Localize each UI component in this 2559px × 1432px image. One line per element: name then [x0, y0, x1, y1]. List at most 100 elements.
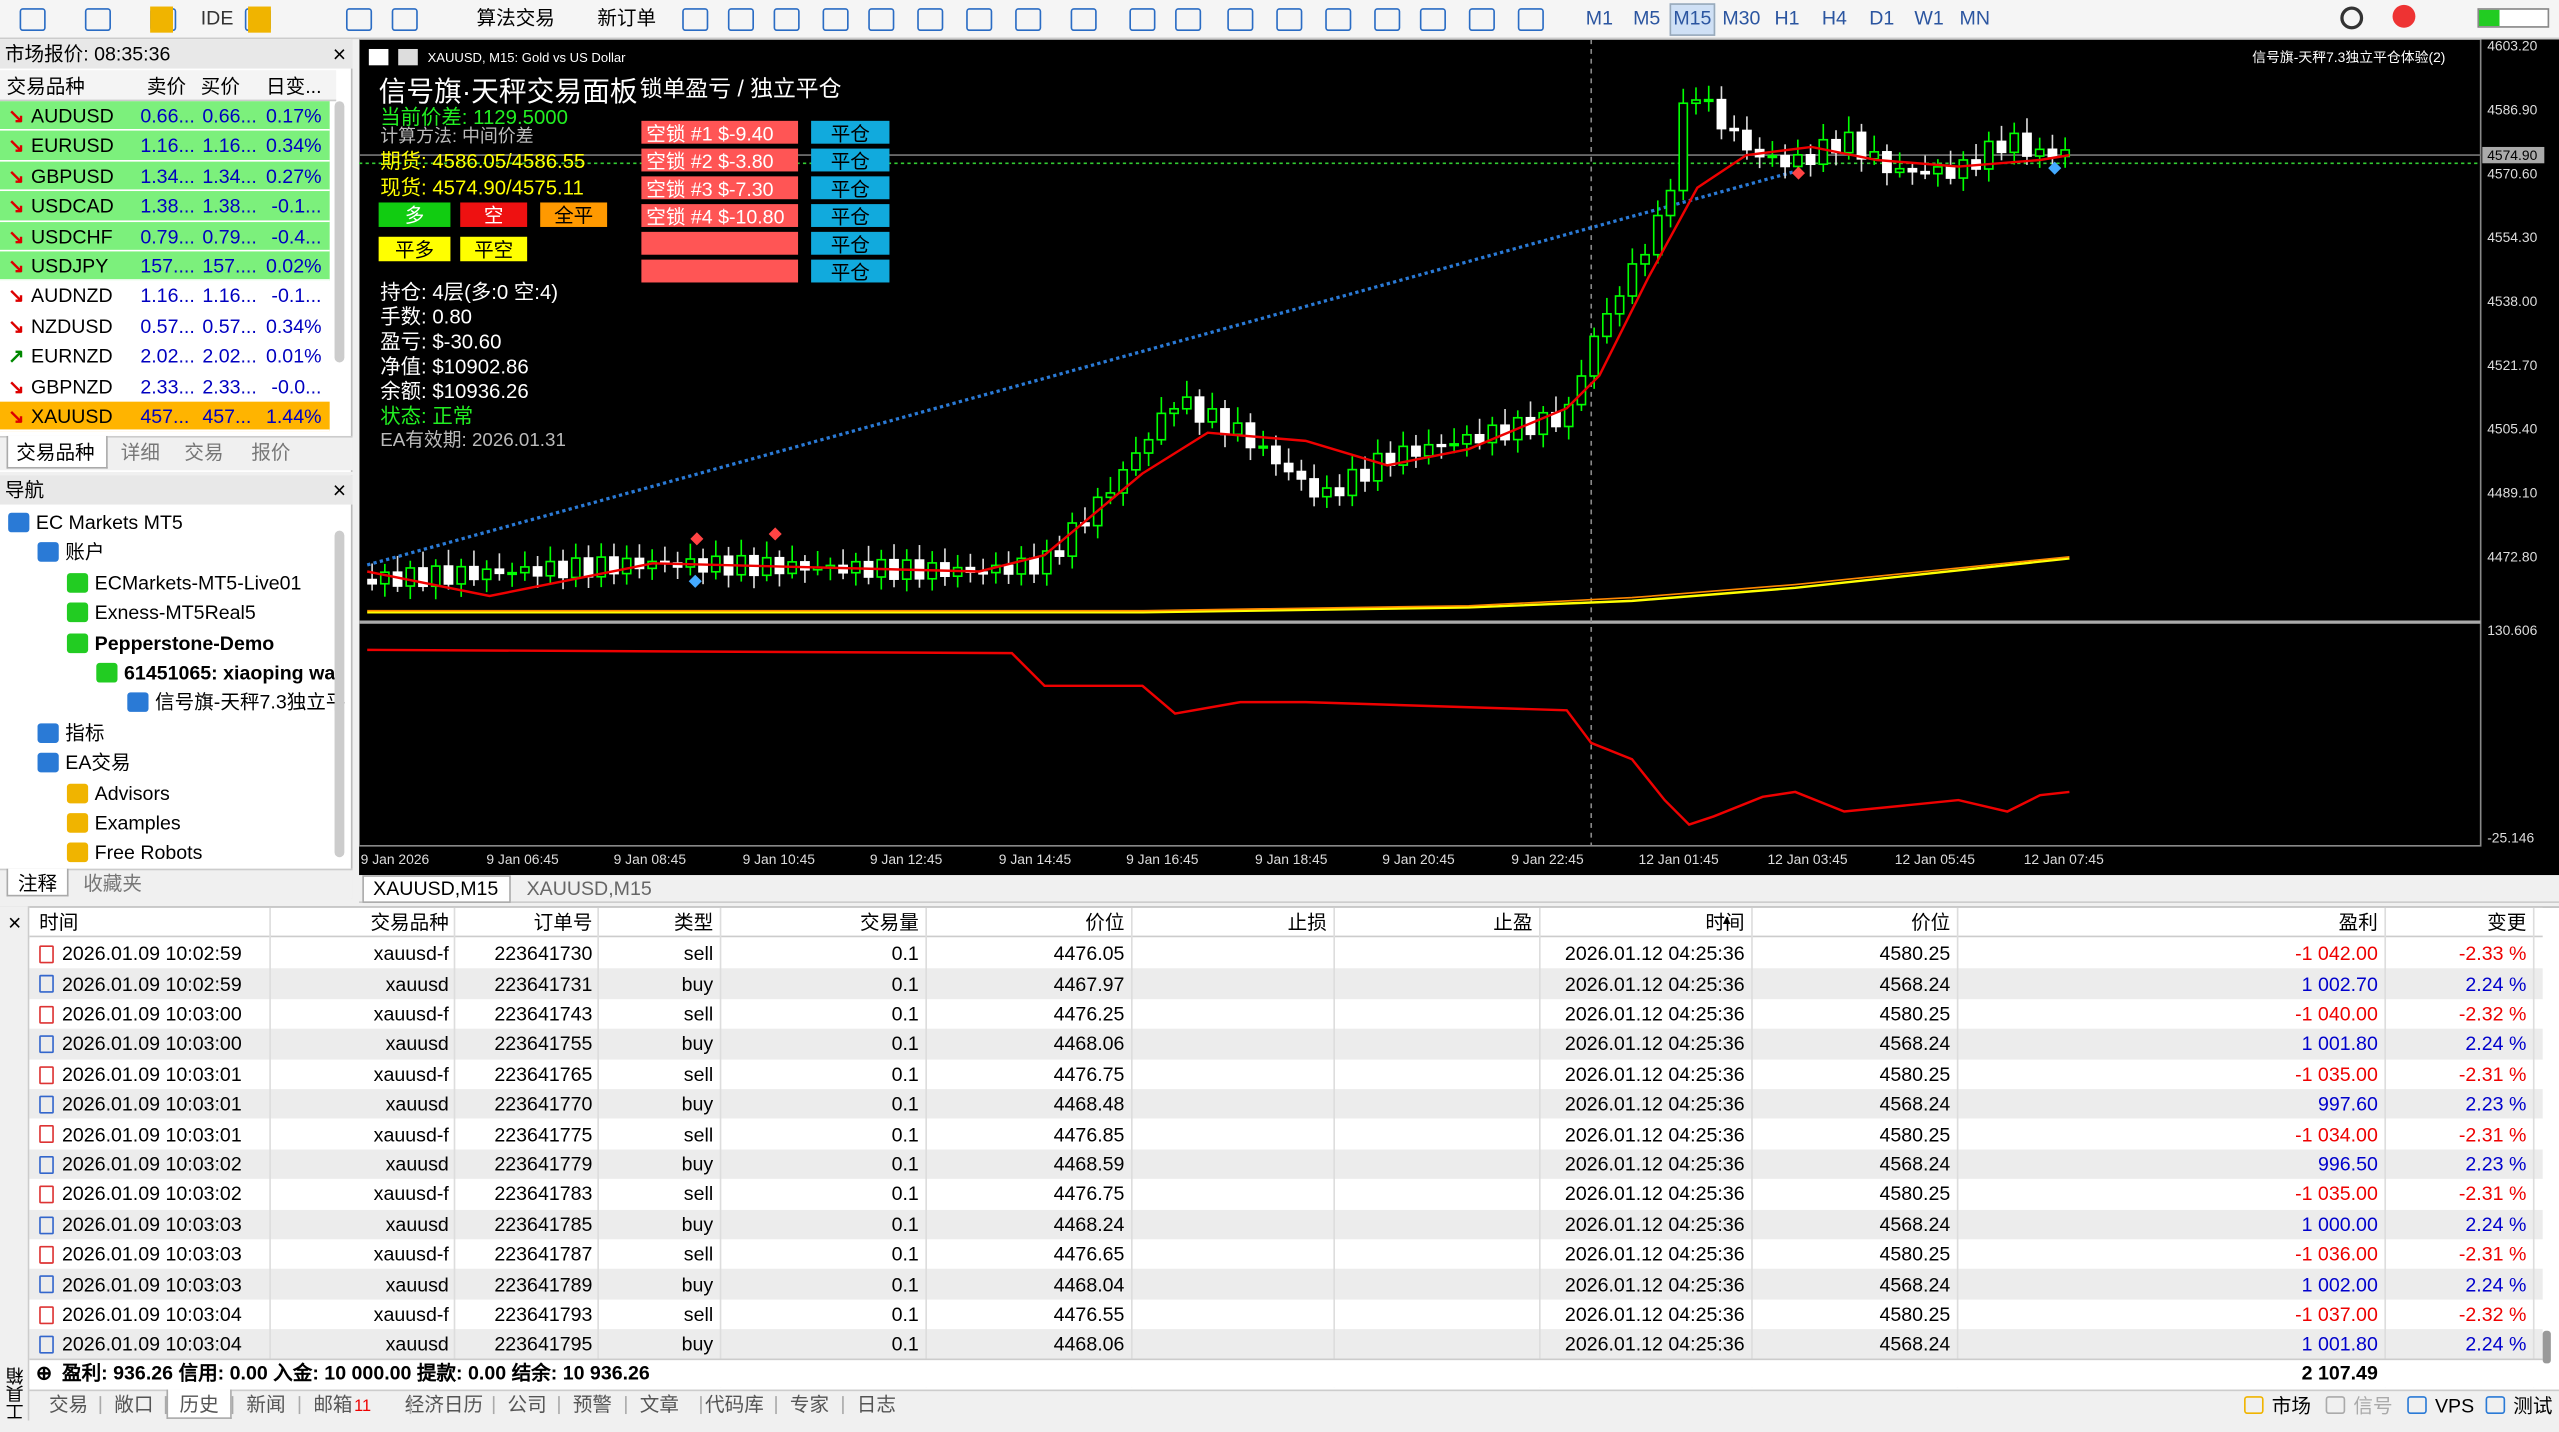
panel-button-label[interactable]: 平多	[395, 239, 434, 261]
timeframe-button[interactable]: H1	[1774, 6, 1800, 30]
status-item[interactable]: VPS	[2434, 1394, 2475, 1418]
bottom-tab[interactable]: 敞口	[114, 1392, 154, 1416]
quote-row[interactable]	[0, 341, 330, 372]
tree-item[interactable]: Advisors	[94, 781, 170, 805]
table-row[interactable]	[29, 1059, 2543, 1090]
quote-row[interactable]	[0, 311, 330, 342]
close-button[interactable]	[811, 176, 890, 200]
close-button[interactable]	[811, 231, 890, 255]
tool-icon[interactable]	[19, 8, 46, 32]
tool-icon[interactable]	[868, 8, 895, 32]
new-order-button[interactable]: 新订单	[597, 6, 657, 30]
table-row[interactable]	[29, 1089, 2543, 1120]
tree-item[interactable]: 61451065: xiaoping wa	[124, 661, 336, 685]
tree-item[interactable]: Free Robots	[94, 841, 203, 865]
table-row[interactable]	[29, 1239, 2543, 1270]
tree-item[interactable]: Pepperstone-Demo	[94, 631, 275, 655]
panel-button-label[interactable]: 全平	[554, 205, 593, 227]
close-button[interactable]	[811, 148, 890, 172]
close-button-label[interactable]: 平仓	[831, 234, 870, 256]
tree-item[interactable]: 信号旗-天秤7.3独立平	[155, 691, 346, 715]
tool-icon[interactable]	[1468, 8, 1495, 32]
panel-button[interactable]	[378, 202, 451, 227]
panel-button-label[interactable]: 多	[405, 205, 425, 227]
tab[interactable]: 收藏夹	[83, 871, 142, 895]
table-row[interactable]	[29, 1179, 2543, 1210]
search-icon[interactable]	[2340, 6, 2364, 30]
panel-button-label[interactable]: 空	[484, 205, 504, 227]
tool-icon[interactable]	[1419, 8, 1446, 32]
timeframe-button[interactable]: H4	[1821, 6, 1847, 30]
close-button[interactable]	[811, 259, 890, 283]
tool-icon[interactable]	[682, 8, 709, 32]
tool-icon[interactable]	[1325, 8, 1352, 32]
quote-row[interactable]	[0, 401, 330, 432]
table-row[interactable]	[29, 1149, 2543, 1180]
tree-item[interactable]: Examples	[94, 811, 181, 835]
panel-button[interactable]	[378, 236, 451, 262]
tool-icon[interactable]	[1070, 8, 1097, 32]
table-row[interactable]	[29, 1209, 2543, 1240]
table-row[interactable]	[29, 1299, 2543, 1330]
tab[interactable]: 交易品种	[16, 440, 95, 464]
panel-button-label[interactable]: 平空	[474, 239, 513, 261]
close-button-label[interactable]: 平仓	[831, 207, 870, 229]
bottom-tab[interactable]: 历史	[179, 1392, 219, 1416]
tree-item[interactable]: EC Markets MT5	[35, 511, 183, 534]
close-button[interactable]	[811, 120, 890, 144]
table-row[interactable]	[29, 1119, 2543, 1150]
tool-icon[interactable]	[1517, 8, 1544, 32]
quote-row[interactable]	[0, 191, 330, 222]
bottom-tab[interactable]: 代码库	[705, 1392, 764, 1416]
tab[interactable]: 注释	[17, 871, 58, 895]
bottom-tab[interactable]: 新闻	[246, 1392, 286, 1416]
tool-icon[interactable]	[966, 8, 993, 32]
tool-icon[interactable]	[1175, 8, 1202, 32]
quote-row[interactable]	[0, 221, 330, 252]
quote-row[interactable]	[0, 251, 330, 282]
bottom-tab[interactable]: 交易	[48, 1392, 89, 1416]
timeframe-button[interactable]: M15	[1673, 6, 1712, 30]
bottom-tab[interactable]: 经济日历	[404, 1392, 484, 1416]
timeframe-button[interactable]: MN	[1959, 6, 1990, 30]
panel-button[interactable]	[460, 202, 528, 227]
tab[interactable]: 详细	[120, 440, 160, 464]
bottom-tab[interactable]: 公司	[507, 1392, 547, 1416]
status-item[interactable]: 市场	[2271, 1394, 2311, 1418]
tool-icon[interactable]	[822, 8, 849, 32]
close-button-label[interactable]: 平仓	[831, 262, 870, 284]
tool-icon[interactable]	[1276, 8, 1303, 32]
close-button[interactable]	[811, 204, 890, 227]
panel-button[interactable]	[540, 202, 608, 227]
tree-item[interactable]: ECMarkets-MT5-Live01	[94, 571, 302, 595]
close-button[interactable]: ×	[8, 909, 22, 936]
table-row[interactable]	[29, 1269, 2543, 1300]
timeframe-button[interactable]: W1	[1914, 6, 1944, 30]
tool-icon[interactable]	[773, 8, 800, 32]
tab[interactable]: 报价	[251, 440, 291, 464]
tool-icon[interactable]	[391, 8, 418, 32]
timeframe-button[interactable]: M30	[1722, 6, 1761, 30]
status-item[interactable]: 测试	[2513, 1394, 2553, 1418]
tab[interactable]: 交易	[184, 440, 224, 464]
tool-icon[interactable]	[84, 8, 111, 32]
quote-row[interactable]	[0, 161, 330, 192]
status-item[interactable]: 信号	[2353, 1394, 2393, 1418]
tree-item[interactable]: 账户	[65, 541, 105, 564]
bottom-tab[interactable]: 预警	[572, 1392, 613, 1416]
timeframe-button[interactable]: M5	[1633, 6, 1661, 30]
timeframe-button[interactable]: D1	[1869, 6, 1895, 30]
tree-item[interactable]: 指标	[65, 721, 105, 745]
tool-icon[interactable]	[345, 8, 373, 32]
timeframe-button[interactable]: M1	[1585, 6, 1613, 30]
tool-icon[interactable]	[1374, 8, 1401, 32]
quote-row[interactable]	[0, 101, 330, 132]
ide-button[interactable]: IDE	[200, 6, 234, 30]
close-button[interactable]: ×	[332, 476, 347, 503]
tree-item[interactable]: EA交易	[65, 751, 131, 775]
chart-tab[interactable]: XAUUSD,M15	[526, 876, 652, 900]
close-button[interactable]: ×	[332, 40, 347, 67]
table-row[interactable]	[29, 1028, 2543, 1060]
close-button-label[interactable]: 平仓	[831, 123, 870, 145]
notification-icon[interactable]	[2392, 4, 2416, 28]
